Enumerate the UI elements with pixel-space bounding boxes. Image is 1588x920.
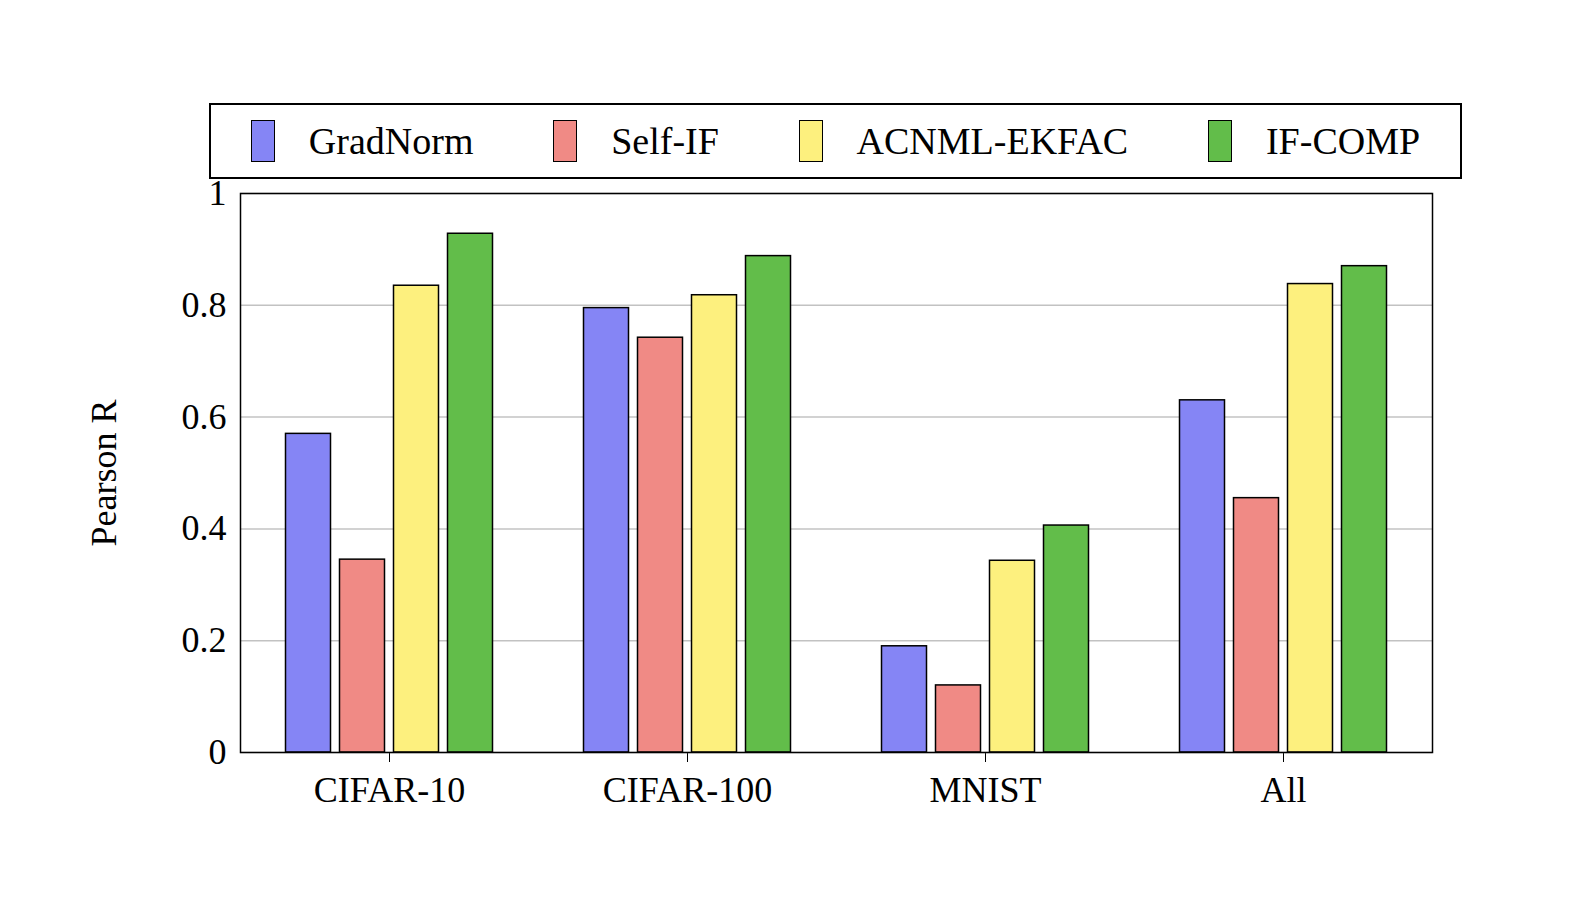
svg-text:0: 0 [209, 732, 227, 772]
html-text:Self-IF: Self-IF [611, 120, 719, 162]
svg-text:0.2: 0.2 [182, 620, 227, 660]
svg-text:0.4: 0.4 [182, 508, 227, 548]
svg-text:MNIST: MNIST [929, 770, 1041, 810]
svg-text:1: 1 [209, 179, 227, 213]
svg-text:CIFAR-10: CIFAR-10 [314, 770, 465, 810]
svg-text:Pearson R: Pearson R [84, 400, 124, 547]
svg-text:0.8: 0.8 [182, 285, 227, 325]
svg-text:CIFAR-100: CIFAR-100 [603, 770, 772, 810]
html-text:GradNorm: GradNorm [308, 120, 474, 162]
svg-text:All: All [1260, 770, 1306, 810]
svg-text:0.6: 0.6 [182, 397, 227, 437]
html-text:ACNML-EKFAC: ACNML-EKFAC [856, 120, 1129, 162]
html-text:IF-COMP: IF-COMP [1265, 120, 1421, 162]
